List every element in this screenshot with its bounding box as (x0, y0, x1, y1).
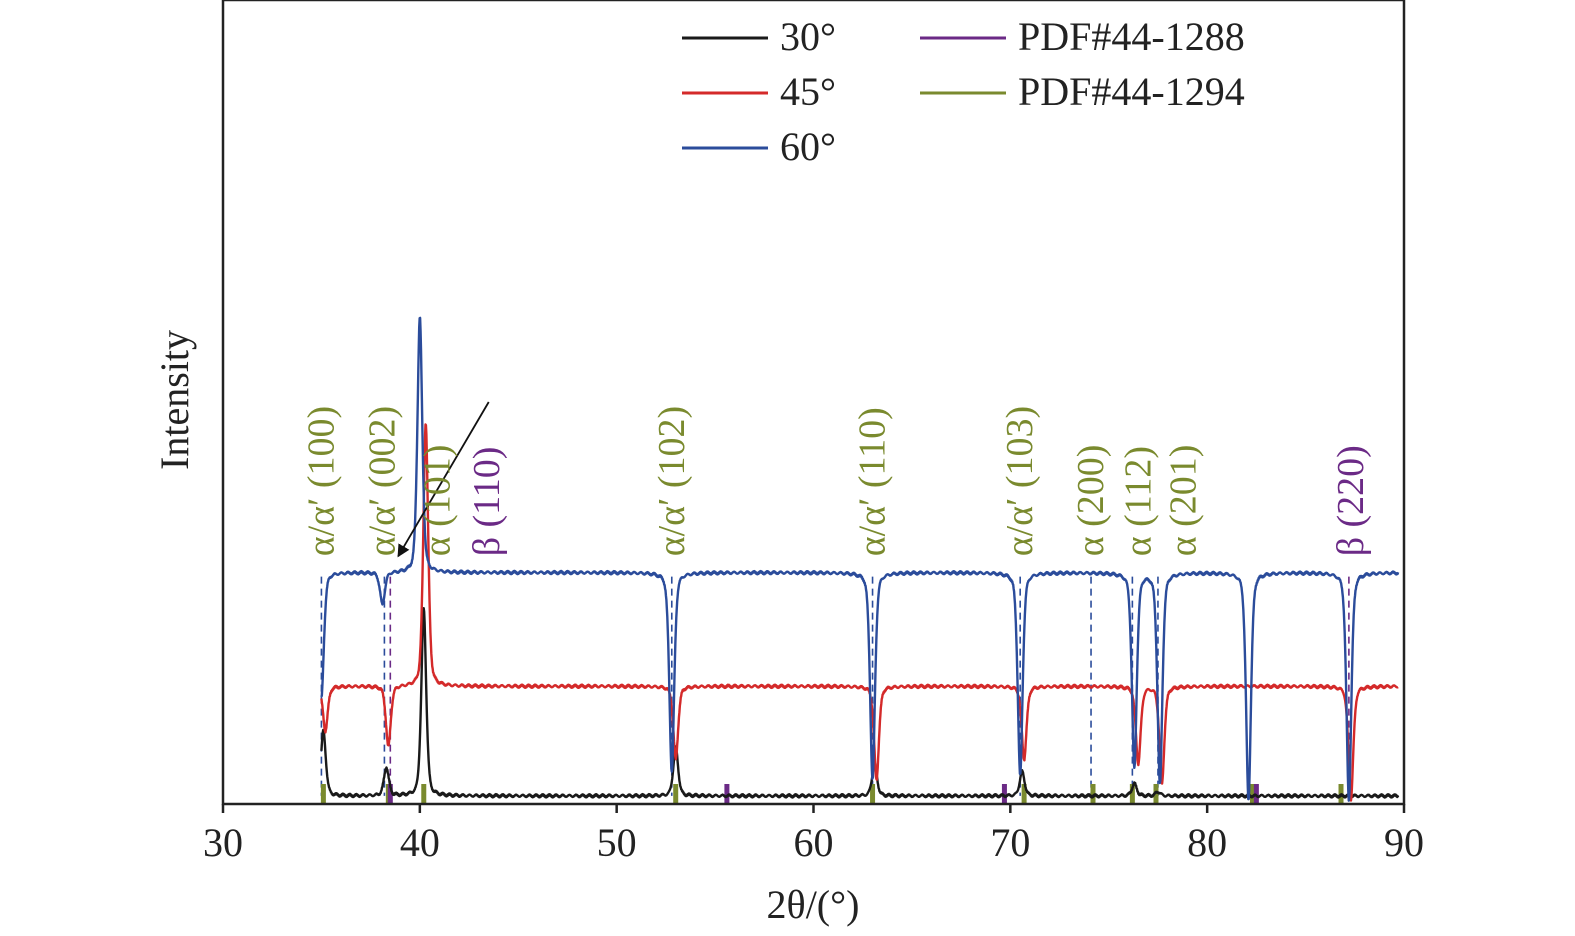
ref-stick-0-6 (1090, 784, 1096, 804)
plot-frame (221, 0, 1406, 806)
legend-label-2: 60° (780, 124, 836, 169)
peak-label-5: α/α′ (110) (852, 407, 894, 556)
y-axis-title: Intensity (152, 330, 197, 470)
ref-stick-0-0 (320, 784, 326, 804)
ref-stick-1-1 (724, 784, 730, 804)
x-tick-label-70: 70 (990, 820, 1030, 865)
legend-label-0: 30° (780, 14, 836, 59)
ref-stick-0-9 (1249, 784, 1255, 804)
legend-label-1: 45° (780, 69, 836, 114)
peak-label-1: α/α′ (002) (361, 406, 403, 557)
peak-label-9: α (201) (1163, 445, 1205, 557)
trace-30° (320, 607, 1400, 799)
peak-label-6: α/α′ (103) (999, 406, 1041, 557)
peak-label-4: α/α′ (102) (651, 406, 693, 557)
ref-stick-0-7 (1129, 784, 1135, 804)
peak-annotations: α/α′ (100) α/α′ (002) α (101) β (110) α/α′ (… (300, 406, 1371, 557)
x-axis-title: 2θ/(°) (767, 882, 860, 927)
beta-arrow-line (397, 401, 490, 558)
ref-stick-0-5 (1021, 784, 1027, 804)
trace-45° (320, 423, 1399, 802)
peak-label-10: β (220) (1330, 445, 1372, 556)
x-tick-label-30: 30 (203, 820, 243, 865)
ref-stick-0-8 (1153, 784, 1159, 804)
ref-stick-0-3 (673, 784, 679, 804)
x-tick-label-60: 60 (794, 820, 834, 865)
ref-stick-0-4 (870, 784, 876, 804)
ref-stick-0-2 (421, 784, 427, 804)
legend-label-3: PDF#44-1288 (1018, 14, 1245, 59)
xrd-traces (320, 316, 1400, 802)
x-tick-label-90: 90 (1384, 820, 1424, 865)
legend-label-4: PDF#44-1294 (1018, 69, 1245, 114)
x-axis-ticks: 30 40 50 60 70 80 90 (203, 804, 1424, 865)
peak-label-2: α (101) (417, 445, 459, 557)
ref-stick-1-0 (387, 784, 393, 804)
peak-label-7: α (200) (1070, 445, 1112, 557)
ref-stick-1-2 (1001, 784, 1007, 804)
x-tick-label-40: 40 (400, 820, 440, 865)
x-tick-label-50: 50 (597, 820, 637, 865)
beta-110-arrow (397, 401, 490, 558)
trace-60° (320, 316, 1400, 802)
peak-label-3: β (110) (466, 447, 508, 557)
x-tick-label-80: 80 (1187, 820, 1227, 865)
peak-label-8: α (112) (1117, 446, 1159, 556)
legend: 30° 45° 60° PDF#44-1288 PDF#44-1294 (682, 14, 1245, 169)
peak-label-0: α/α′ (100) (300, 406, 342, 557)
